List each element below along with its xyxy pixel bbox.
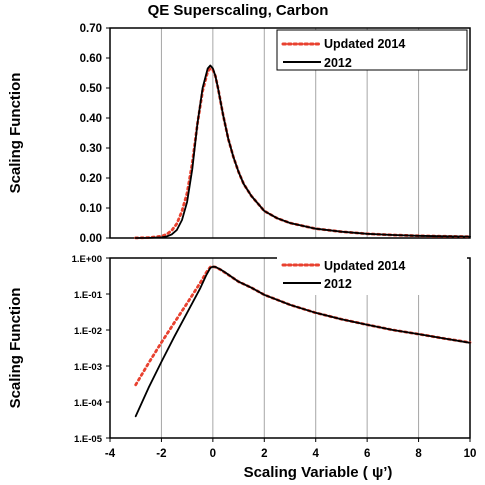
y-tick-label: 1.E-01 xyxy=(74,290,103,301)
bottom-series xyxy=(134,265,472,418)
top-legend-box xyxy=(276,29,468,71)
top-legend-label-2012: 2012 xyxy=(324,56,352,70)
series-line-2012 xyxy=(134,265,471,418)
bottom-y-ticks: 1.E-05 1.E-04 1.E-03 1.E-02 1.E-01 1.E+00 xyxy=(72,254,110,445)
bottom-legend-box xyxy=(277,255,467,295)
y-tick-label: 0.20 xyxy=(80,173,102,185)
series-line-updated-2014 xyxy=(134,67,472,240)
x-tick-label: -2 xyxy=(156,448,166,460)
top-legend: Updated 2014 2012 xyxy=(276,29,468,71)
x-axis-label: Scaling Variable ( ψ’) xyxy=(244,464,393,481)
y-tick-label: 1.E-02 xyxy=(74,326,102,337)
y-tick-label: 1.E-05 xyxy=(74,434,103,445)
y-tick-label: 0.70 xyxy=(80,23,102,35)
y-tick-label: 1.E-04 xyxy=(74,398,103,409)
top-panel: 0.00 0.10 0.20 0.30 0.40 0.50 0.60 0.70 Scaling… xyxy=(7,23,472,245)
top-y-ticks: 0.00 0.10 0.20 0.30 0.40 0.50 0.60 0.70 xyxy=(80,23,110,245)
y-tick-label: 0.60 xyxy=(80,53,102,65)
y-tick-label: 0.40 xyxy=(80,113,102,125)
y-tick-label: 1.E-03 xyxy=(74,362,102,373)
bottom-y-axis-label: Scaling Function xyxy=(7,288,24,409)
top-y-axis-label: Scaling Function xyxy=(7,73,24,194)
bottom-x-ticks: -4 -2 0 2 4 6 8 10 xyxy=(105,438,477,460)
bottom-legend: Updated 2014 2012 xyxy=(277,255,467,295)
x-tick-label: 6 xyxy=(364,448,370,460)
x-tick-label: 4 xyxy=(313,448,320,460)
x-tick-label: 8 xyxy=(415,448,422,460)
x-tick-label: -4 xyxy=(105,448,116,460)
series-line-2012 xyxy=(134,64,471,239)
y-tick-label: 0.00 xyxy=(80,233,102,245)
bottom-panel: 1.E-051.E-041.E-031.E-021.E-011.E+00 -4-… xyxy=(7,254,476,481)
chart-title: QE Superscaling, Carbon xyxy=(148,2,329,19)
top-series xyxy=(134,64,472,240)
top-plot-frame xyxy=(109,27,471,239)
y-tick-label: 0.30 xyxy=(80,143,102,155)
x-tick-label: 2 xyxy=(261,448,267,460)
y-tick-label: 0.10 xyxy=(80,203,102,215)
x-tick-label: 10 xyxy=(464,448,477,460)
y-tick-label: 0.50 xyxy=(80,83,102,95)
top-legend-label-updated: Updated 2014 xyxy=(324,37,405,51)
bottom-legend-label-updated: Updated 2014 xyxy=(324,259,405,273)
x-tick-label: 0 xyxy=(210,448,216,460)
y-tick-label: 1.E+00 xyxy=(72,254,102,265)
bottom-legend-label-2012: 2012 xyxy=(324,277,352,291)
